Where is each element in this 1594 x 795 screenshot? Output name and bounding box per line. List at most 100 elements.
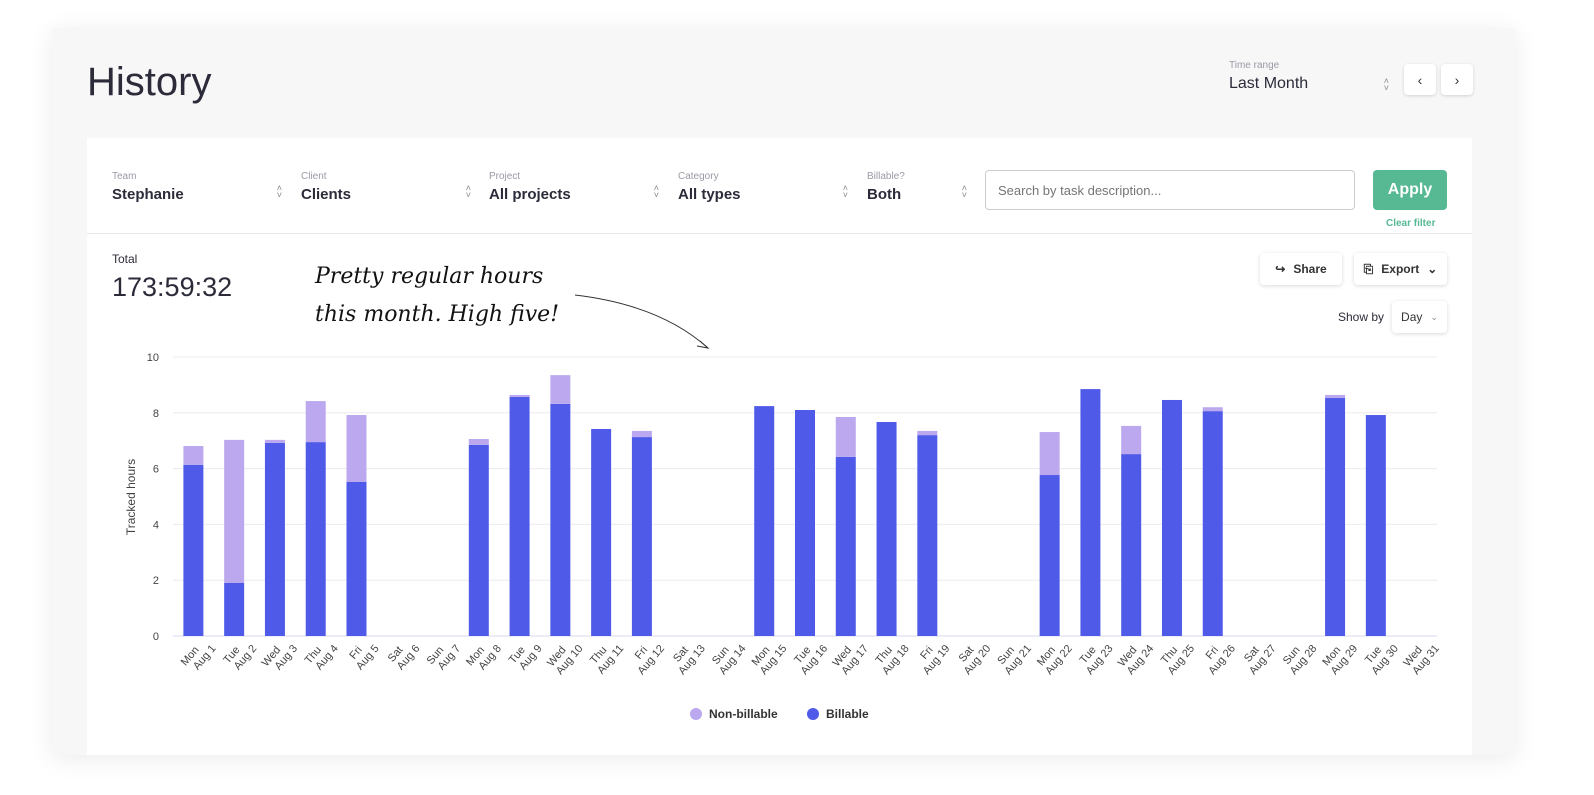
filter-client[interactable]: Client Clients ˄ ˅ xyxy=(301,171,471,203)
updown-icon: ˄ ˅ xyxy=(961,183,967,200)
filter-label: Category xyxy=(678,171,719,182)
x-tick-label: WedAug 31 xyxy=(1401,635,1442,677)
x-tick-label: TueAug 16 xyxy=(789,635,830,677)
legend-label: Billable xyxy=(826,707,869,721)
x-tick-label: ThuAug 11 xyxy=(586,635,626,677)
bar-non-billable[interactable] xyxy=(509,394,530,397)
y-tick-label: 4 xyxy=(153,519,159,531)
annotation: Pretty regular hours this month. High fi… xyxy=(315,258,559,334)
x-tick-label: SunAug 28 xyxy=(1279,635,1320,677)
bar-billable[interactable] xyxy=(1365,415,1386,636)
filter-value: Both xyxy=(867,186,902,203)
x-tick-label: TueAug 30 xyxy=(1360,635,1401,677)
x-tick-label: SunAug 21 xyxy=(993,635,1034,677)
bar-non-billable[interactable] xyxy=(1121,425,1142,455)
x-tick-label: WedAug 17 xyxy=(830,635,871,677)
updown-icon: ˄ ˅ xyxy=(1383,76,1389,93)
export-icon: ⎘ xyxy=(1363,261,1374,276)
bar-billable[interactable] xyxy=(1161,399,1182,636)
export-button[interactable]: ⎘ Export ⌄ xyxy=(1354,253,1447,285)
x-tick-label: TueAug 23 xyxy=(1075,635,1116,677)
bar-non-billable[interactable] xyxy=(1039,432,1060,476)
bar-non-billable[interactable] xyxy=(346,415,367,482)
x-tick-label: SatAug 13 xyxy=(667,635,708,677)
updown-icon: ˄ ˅ xyxy=(842,183,848,200)
x-tick-label: SunAug 14 xyxy=(708,635,749,677)
y-tick-label: 6 xyxy=(153,464,159,476)
annotation-arrow xyxy=(574,294,709,349)
x-tick-label: FriAug 26 xyxy=(1197,635,1238,677)
bar-non-billable[interactable] xyxy=(835,416,856,457)
x-tick-label: SatAug 20 xyxy=(952,635,993,677)
y-axis-label: Tracked hours xyxy=(124,459,138,535)
x-tick-label: SatAug 27 xyxy=(1238,635,1279,677)
updown-icon: ˄ ˅ xyxy=(653,183,659,200)
bar-billable[interactable] xyxy=(795,410,815,636)
bar-billable[interactable] xyxy=(876,422,897,636)
bar-billable[interactable] xyxy=(835,456,856,636)
y-tick-label: 2 xyxy=(153,575,159,587)
bar-billable[interactable] xyxy=(224,582,245,636)
previous-button[interactable]: ‹ xyxy=(1404,64,1436,95)
bar-billable[interactable] xyxy=(631,437,652,636)
search-input[interactable] xyxy=(985,170,1355,210)
bar-non-billable[interactable] xyxy=(631,430,652,438)
updown-icon: ˄ ˅ xyxy=(276,183,282,200)
bar-billable[interactable] xyxy=(1039,475,1060,636)
bar-non-billable[interactable] xyxy=(468,439,489,445)
x-tick-label: ThuAug 18 xyxy=(871,635,912,677)
bar-billable[interactable] xyxy=(509,396,530,636)
bar-billable[interactable] xyxy=(183,464,204,636)
bar-billable[interactable] xyxy=(591,428,612,636)
legend: Non-billable Billable xyxy=(690,707,869,721)
bar-non-billable[interactable] xyxy=(224,439,245,583)
filter-project[interactable]: Project All projects ˄ ˅ xyxy=(489,171,659,203)
x-tick-label: TueAug 9 xyxy=(507,635,545,674)
updown-icon: ˄ ˅ xyxy=(465,183,471,200)
y-tick-label: 10 xyxy=(147,352,159,364)
clear-filter-link[interactable]: Clear filter xyxy=(1386,218,1436,229)
bar-billable[interactable] xyxy=(468,444,489,636)
bar-billable[interactable] xyxy=(305,442,326,636)
x-tick-label: MonAug 22 xyxy=(1034,635,1075,677)
filter-value: Clients xyxy=(301,186,352,203)
bar-billable[interactable] xyxy=(917,435,938,636)
next-button[interactable]: › xyxy=(1441,64,1473,95)
bar-billable[interactable] xyxy=(346,481,367,636)
apply-button[interactable]: Apply xyxy=(1373,170,1447,210)
show-by-label: Show by xyxy=(1338,310,1385,324)
x-tick-label: SatAug 6 xyxy=(386,635,423,672)
bar-non-billable[interactable] xyxy=(1202,407,1223,412)
x-tick-label: MonAug 1 xyxy=(179,635,219,676)
filter-billable[interactable]: Billable? Both ˄ ˅ xyxy=(867,171,967,203)
time-range-value: Last Month xyxy=(1229,75,1309,92)
show-by-select[interactable]: Day ⌄ xyxy=(1392,301,1447,333)
bar-non-billable[interactable] xyxy=(550,375,571,404)
filter-value: Stephanie xyxy=(112,186,184,203)
bar-billable[interactable] xyxy=(264,442,285,636)
bar-billable[interactable] xyxy=(550,403,571,636)
filter-label: Team xyxy=(112,171,137,182)
bar-billable[interactable] xyxy=(1080,389,1101,636)
chevron-right-icon: › xyxy=(1454,71,1460,88)
filter-label: Client xyxy=(301,171,327,182)
y-tick-label: 8 xyxy=(153,408,159,420)
bar-non-billable[interactable] xyxy=(264,439,285,443)
filter-category[interactable]: Category All types ˄ ˅ xyxy=(678,171,848,203)
x-tick-label: ThuAug 25 xyxy=(1156,635,1197,677)
bar-billable[interactable] xyxy=(754,406,775,636)
bar-non-billable[interactable] xyxy=(183,446,204,465)
arrow-head xyxy=(696,340,710,349)
bar-non-billable[interactable] xyxy=(917,430,938,436)
filter-team[interactable]: Team Stephanie ˄ ˅ xyxy=(112,171,282,203)
bar-non-billable[interactable] xyxy=(305,401,326,443)
legend-swatch-non-billable xyxy=(690,708,702,720)
bar-billable[interactable] xyxy=(1325,398,1346,636)
bar-billable[interactable] xyxy=(1202,411,1223,636)
share-button[interactable]: ↪ Share xyxy=(1260,253,1342,285)
bar-non-billable[interactable] xyxy=(1325,394,1346,399)
time-range-select[interactable]: Time range Last Month ˄ ˅ xyxy=(1229,60,1389,93)
legend-label: Non-billable xyxy=(709,707,778,721)
bar-billable[interactable] xyxy=(1121,454,1142,636)
x-tick-label: WedAug 10 xyxy=(545,635,586,677)
